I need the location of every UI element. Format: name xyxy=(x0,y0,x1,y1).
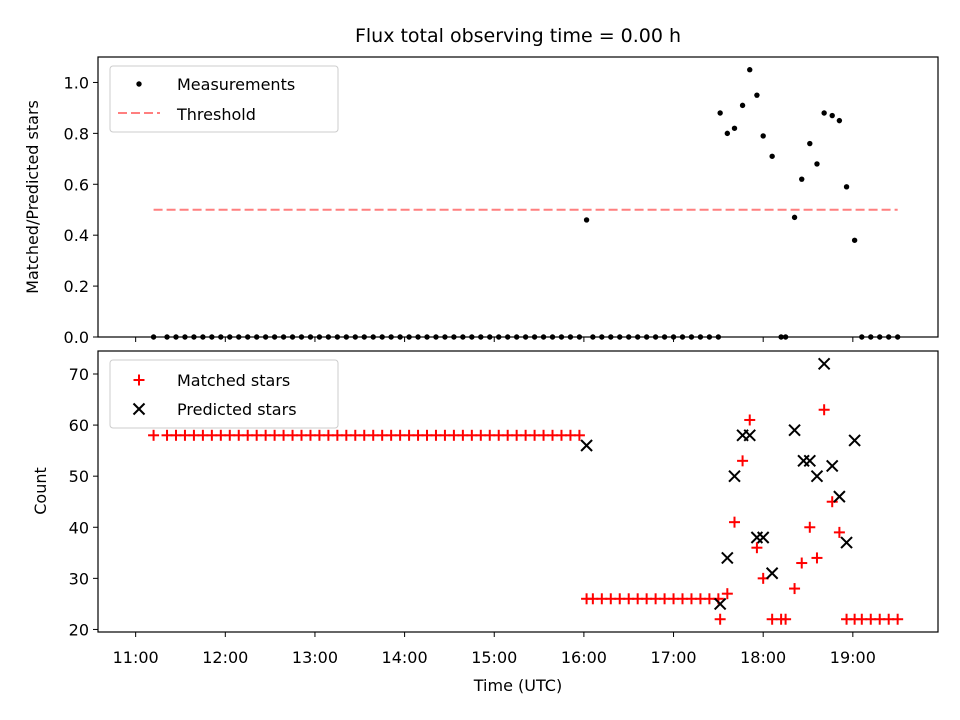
count-x-tick-label: 15:00 xyxy=(471,648,517,667)
count-legend: Matched stars Predicted stars xyxy=(109,359,339,429)
count-x-tick-label: 17:00 xyxy=(650,648,696,667)
matched-star-point xyxy=(833,526,845,538)
legend-predicted-marker xyxy=(132,402,146,416)
measurement-point xyxy=(829,112,835,119)
count-panel-frame xyxy=(97,350,939,633)
measurement-point xyxy=(583,217,590,223)
predicted-star-point xyxy=(728,469,741,483)
matched-star-point xyxy=(796,557,808,569)
count-y-tick-label: 40 xyxy=(69,518,89,537)
matched-star-point xyxy=(737,455,749,467)
predicted-star-point xyxy=(848,434,861,447)
legend-measurements-marker xyxy=(136,81,142,87)
matched-star-point xyxy=(789,583,801,595)
legend-measurements-label: Measurements xyxy=(177,75,295,94)
predicted-star-point xyxy=(810,469,824,483)
count-x-tick-label: 19:00 xyxy=(830,648,876,667)
matched-star-point xyxy=(728,516,740,528)
legend-matched-marker xyxy=(133,374,145,386)
matched-star-point xyxy=(818,404,830,416)
chart-title: Flux total observing time = 0.00 h xyxy=(355,25,681,47)
predicted-star-point xyxy=(721,551,734,565)
ratio-y-ticks: 0.0 0.2 0.4 0.6 0.8 1.0 xyxy=(64,73,98,347)
predicted-star-point xyxy=(743,429,756,442)
count-y-tick-label: 60 xyxy=(69,416,89,435)
count-marks xyxy=(148,357,904,625)
count-x-tick-label: 12:00 xyxy=(202,648,248,667)
ratio-legend: Measurements Threshold xyxy=(109,65,339,133)
count-legend-box xyxy=(109,359,339,429)
ratio-y-tick-label: 0.0 xyxy=(64,328,89,347)
ratio-marks xyxy=(150,67,901,340)
matched-star-point xyxy=(780,613,792,625)
count-x-tick-label: 18:00 xyxy=(740,648,786,667)
measurement-point xyxy=(791,214,798,221)
predicted-star-point xyxy=(580,439,593,452)
measurement-point xyxy=(821,110,827,116)
count-y-axis-label: Count xyxy=(31,467,50,515)
matched-star-point xyxy=(714,613,726,625)
matched-star-point xyxy=(148,429,160,441)
measurement-point xyxy=(814,161,820,167)
measurement-point xyxy=(799,176,805,182)
matched-star-point xyxy=(826,496,838,508)
count-y-tick-label: 20 xyxy=(69,620,89,639)
predicted-star-point xyxy=(756,531,770,544)
predicted-star-point xyxy=(833,490,846,503)
ratio-y-tick-label: 0.2 xyxy=(64,277,89,296)
measurement-point xyxy=(724,130,731,137)
legend-matched-label: Matched stars xyxy=(177,371,290,390)
ratio-y-tick-label: 0.6 xyxy=(64,175,89,194)
measurement-point xyxy=(739,102,746,109)
predicted-star-point xyxy=(713,597,727,611)
count-x-tick-label: 13:00 xyxy=(292,648,338,667)
ratio-x-ticks xyxy=(135,337,854,342)
predicted-star-point xyxy=(826,459,839,473)
measurement-point xyxy=(717,110,723,116)
ratio-y-tick-label: 1.0 xyxy=(64,73,89,92)
ratio-y-tick-label: 0.8 xyxy=(64,124,89,143)
measurement-point xyxy=(843,184,850,190)
count-x-tick-label: 11:00 xyxy=(113,648,159,667)
predicted-star-point xyxy=(788,423,801,437)
count-y-tick-label: 70 xyxy=(69,365,89,384)
measurement-point xyxy=(747,67,753,73)
measurement-point xyxy=(807,140,813,147)
ratio-y-tick-label: 0.4 xyxy=(64,226,89,245)
count-x-tick-label: 16:00 xyxy=(561,648,607,667)
matched-star-point xyxy=(744,414,756,426)
legend-predicted-label: Predicted stars xyxy=(177,400,297,419)
measurement-point xyxy=(754,92,760,98)
predicted-star-point xyxy=(840,536,853,549)
matched-star-point xyxy=(811,552,823,564)
predicted-star-point xyxy=(765,567,779,580)
ratio-y-axis-label: Matched/Predicted stars xyxy=(23,100,42,294)
ratio-panel-frame xyxy=(97,56,939,338)
matched-star-point xyxy=(892,613,904,625)
predicted-star-point xyxy=(817,357,831,370)
ratio-legend-box xyxy=(109,65,339,133)
matched-star-point xyxy=(573,429,585,441)
legend-threshold-label: Threshold xyxy=(176,105,256,124)
measurement-point xyxy=(836,117,843,124)
count-panel: 20 30 40 50 60 70 11:00 12:00 13:00 14:00 15:00 16… xyxy=(31,350,939,695)
matched-star-point xyxy=(721,588,733,600)
matched-star-point xyxy=(751,542,763,554)
count-y-tick-label: 30 xyxy=(69,569,89,588)
count-y-ticks: 20 30 40 50 60 70 xyxy=(69,365,98,639)
measurement-point xyxy=(760,133,766,139)
count-y-tick-label: 50 xyxy=(69,467,89,486)
count-x-axis-label: Time (UTC) xyxy=(473,676,562,695)
matched-star-point xyxy=(804,521,816,533)
measurement-point xyxy=(731,125,738,131)
count-x-tick-label: 14:00 xyxy=(382,648,428,667)
predicted-star-point xyxy=(803,454,817,468)
measurement-point xyxy=(851,237,858,243)
measurement-point xyxy=(769,153,775,159)
count-x-ticks: 11:00 12:00 13:00 14:00 15:00 16:00 17:00 18:00… xyxy=(113,632,876,667)
ratio-panel: 0.0 0.2 0.4 0.6 0.8 1.0 Matched/Predicted sta… xyxy=(23,56,939,347)
